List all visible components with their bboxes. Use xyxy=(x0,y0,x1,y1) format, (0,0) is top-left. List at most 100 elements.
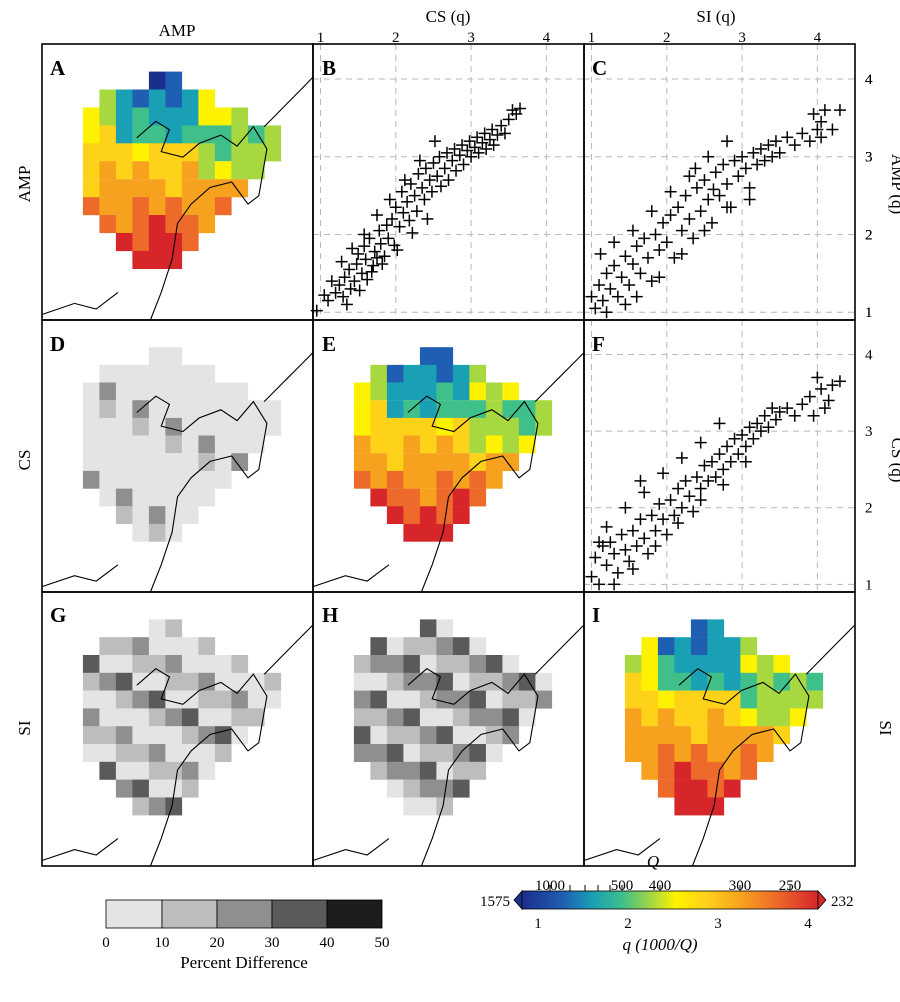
map-cell xyxy=(181,382,199,401)
map-cell xyxy=(181,637,199,656)
map-cell xyxy=(353,417,371,436)
scatter-point xyxy=(593,578,606,591)
panel-i-map xyxy=(583,619,856,867)
map-cell xyxy=(165,143,183,162)
q-top-tick-1000: 1000 xyxy=(535,878,565,894)
map-cell xyxy=(132,655,150,673)
scatter-point xyxy=(383,193,396,206)
map-cell xyxy=(690,797,708,816)
map-cell xyxy=(99,690,117,709)
map-cell xyxy=(148,470,166,489)
map-cell xyxy=(485,453,503,471)
map-cell xyxy=(386,690,404,709)
map-cell xyxy=(419,690,437,709)
map-cell xyxy=(469,708,487,727)
scatter-point xyxy=(709,166,722,179)
map-cell xyxy=(214,161,232,180)
scatter-point xyxy=(359,253,372,266)
scatter-point xyxy=(472,146,485,159)
map-cell xyxy=(469,453,487,471)
map-cell xyxy=(756,708,774,727)
scatter-point xyxy=(638,486,651,499)
map-cell xyxy=(419,761,437,780)
scatter-point xyxy=(365,265,378,278)
map-cell xyxy=(115,708,133,727)
map-cell xyxy=(403,744,421,762)
coastline-h xyxy=(407,668,539,867)
map-cell xyxy=(99,453,117,471)
map-cell xyxy=(165,453,183,471)
scatter-point xyxy=(401,195,414,208)
scatter-point xyxy=(596,294,609,307)
map-cell xyxy=(165,690,183,709)
scatter-point xyxy=(502,113,515,126)
coastline-north-a xyxy=(263,76,314,128)
x-tick-label: 3 xyxy=(738,30,746,46)
scatter-point xyxy=(463,135,476,148)
map-cell xyxy=(624,655,642,673)
map-cell xyxy=(469,761,487,780)
map-cell xyxy=(740,761,758,780)
map-cell xyxy=(535,400,553,418)
map-cell xyxy=(115,143,133,162)
map-cell xyxy=(386,400,404,418)
right-label-amp-q: AMP (q) xyxy=(888,154,900,214)
scatter-point xyxy=(615,528,628,541)
map-cell xyxy=(165,179,183,198)
q-colorbar-top-ticks xyxy=(549,885,791,891)
map-cell xyxy=(502,690,520,709)
scatter-point xyxy=(758,154,771,167)
scatter-point xyxy=(433,150,446,163)
scatter-point xyxy=(333,279,346,292)
map-cell xyxy=(148,523,166,542)
scatter-point xyxy=(811,123,824,136)
map-cell xyxy=(773,690,791,709)
scatter-point xyxy=(478,127,491,140)
map-cell xyxy=(452,672,470,691)
map-cell xyxy=(419,470,437,489)
coastline-north-d xyxy=(263,352,314,402)
q-top-tick-300: 300 xyxy=(729,878,752,894)
scatter-point xyxy=(707,183,720,196)
map-cell xyxy=(82,417,100,436)
column-header-amp: AMP xyxy=(159,21,196,40)
map-cell xyxy=(674,690,692,709)
scatter-point xyxy=(604,536,617,549)
y-tick-label: 2 xyxy=(865,501,873,517)
map-cell xyxy=(99,435,117,454)
map-cell xyxy=(690,637,708,656)
scatter-point xyxy=(743,421,756,434)
map-cell xyxy=(469,488,487,507)
map-cell xyxy=(452,637,470,656)
map-cell xyxy=(485,690,503,709)
panel-frame xyxy=(583,43,856,321)
map-cell xyxy=(353,690,371,709)
map-cell xyxy=(370,708,388,727)
scatter-point xyxy=(355,267,368,280)
coastline-a xyxy=(136,120,268,321)
scatter-point xyxy=(788,139,801,152)
map-cell xyxy=(181,364,199,383)
scatter-point xyxy=(818,402,831,415)
map-cell xyxy=(485,470,503,489)
map-cell xyxy=(740,690,758,709)
scatter-point xyxy=(709,471,722,484)
map-cell xyxy=(756,744,774,762)
map-cell xyxy=(452,488,470,507)
map-cell xyxy=(419,797,437,816)
scatter-point xyxy=(410,205,423,218)
map-cell xyxy=(99,417,117,436)
scatter-point xyxy=(641,251,654,264)
scatter-point xyxy=(773,405,786,418)
scatter-point xyxy=(747,432,760,445)
map-cell xyxy=(436,347,454,365)
map-cell xyxy=(99,161,117,180)
scatter-point xyxy=(675,501,688,514)
map-cell xyxy=(148,726,166,745)
map-cell xyxy=(99,726,117,745)
scatter-point xyxy=(600,306,613,319)
scatter-point xyxy=(690,181,703,194)
map-cell xyxy=(674,708,692,727)
scatter-point xyxy=(389,201,402,214)
map-cell xyxy=(99,655,117,673)
